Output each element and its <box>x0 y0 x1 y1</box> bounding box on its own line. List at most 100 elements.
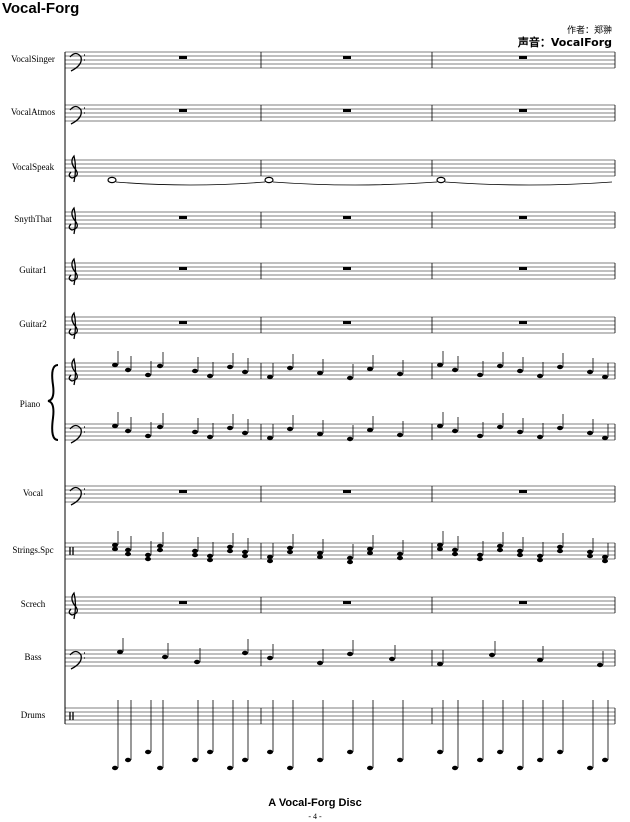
note-head <box>112 546 118 552</box>
note-head <box>587 549 593 555</box>
note-head <box>192 548 198 554</box>
whole-rest <box>519 267 527 270</box>
note-head <box>557 425 563 431</box>
note-head <box>517 368 523 374</box>
note-head <box>207 434 213 440</box>
note-head <box>517 429 523 435</box>
note-head <box>267 435 273 441</box>
tie <box>272 181 438 186</box>
note-head <box>267 749 273 755</box>
note-head <box>287 426 293 432</box>
note-head <box>317 550 323 556</box>
clef <box>69 547 74 555</box>
note-head <box>242 757 248 763</box>
whole-rest <box>343 216 351 219</box>
note-head <box>452 765 458 771</box>
note-head <box>602 435 608 441</box>
clef <box>69 424 85 444</box>
note-head <box>489 652 495 658</box>
note-head <box>517 548 523 554</box>
note-head <box>192 429 198 435</box>
note-head <box>242 650 248 656</box>
note-head <box>227 364 233 370</box>
note-head <box>537 373 543 379</box>
note-head <box>192 757 198 763</box>
note-head <box>477 433 483 439</box>
instrument-label: VocalSpeak <box>12 162 55 172</box>
composer: 作者：郑翀 <box>567 24 612 35</box>
whole-rest <box>179 216 187 219</box>
note-head <box>227 765 233 771</box>
note-head <box>347 555 353 561</box>
note-head <box>497 424 503 430</box>
voice-credit: 声音：VocalForg <box>517 35 612 49</box>
clef <box>68 154 78 183</box>
whole-rest <box>519 490 527 493</box>
page-number: - 4 - <box>308 812 322 821</box>
note-head <box>389 656 395 662</box>
note-head <box>317 370 323 376</box>
note-head <box>267 554 273 560</box>
note-head <box>287 545 293 551</box>
note-head <box>317 431 323 437</box>
note-head <box>112 542 118 548</box>
note-head <box>537 657 543 663</box>
note-head <box>452 547 458 553</box>
note-head <box>125 367 131 373</box>
note-head <box>145 372 151 378</box>
note-head <box>587 765 593 771</box>
whole-rest <box>519 216 527 219</box>
note-head <box>347 375 353 381</box>
clef <box>69 52 85 72</box>
whole-rest <box>343 490 351 493</box>
note-head <box>602 374 608 380</box>
note-head <box>452 551 458 557</box>
note-head <box>537 434 543 440</box>
note-head <box>437 423 443 429</box>
instrument-label: Guitar2 <box>19 319 47 329</box>
clef <box>69 712 74 720</box>
whole-rest <box>343 56 351 59</box>
note-head <box>157 543 163 549</box>
note-head <box>145 556 151 562</box>
note-head <box>452 367 458 373</box>
note-head <box>397 555 403 561</box>
note-head <box>537 553 543 559</box>
note-head <box>437 362 443 368</box>
note-head <box>267 374 273 380</box>
note-head <box>157 765 163 771</box>
note-head <box>587 430 593 436</box>
tie <box>444 181 613 186</box>
note-head <box>145 433 151 439</box>
clef <box>68 591 78 620</box>
note-head <box>145 552 151 558</box>
piano-brace <box>47 364 59 441</box>
whole-note <box>264 176 274 184</box>
whole-rest <box>179 321 187 324</box>
note-head <box>437 546 443 552</box>
note-head <box>602 554 608 560</box>
instrument-label: VocalSinger <box>11 54 55 64</box>
whole-note <box>436 176 446 184</box>
note-head <box>537 557 543 563</box>
whole-rest <box>519 56 527 59</box>
note-head <box>397 432 403 438</box>
note-head <box>437 661 443 667</box>
note-head <box>162 654 168 660</box>
tie <box>115 181 266 186</box>
instrument-label: Bass <box>24 652 42 662</box>
note-head <box>117 649 123 655</box>
note-head <box>287 549 293 555</box>
note-head <box>242 553 248 559</box>
note-head <box>397 551 403 557</box>
instrument-label: SnythThat <box>14 214 52 224</box>
note-head <box>347 749 353 755</box>
instrument-label: Piano <box>20 399 41 409</box>
note-head <box>242 430 248 436</box>
note-head <box>267 655 273 661</box>
whole-rest <box>179 109 187 112</box>
whole-rest <box>343 321 351 324</box>
note-head <box>477 372 483 378</box>
whole-rest <box>179 267 187 270</box>
note-head <box>227 548 233 554</box>
